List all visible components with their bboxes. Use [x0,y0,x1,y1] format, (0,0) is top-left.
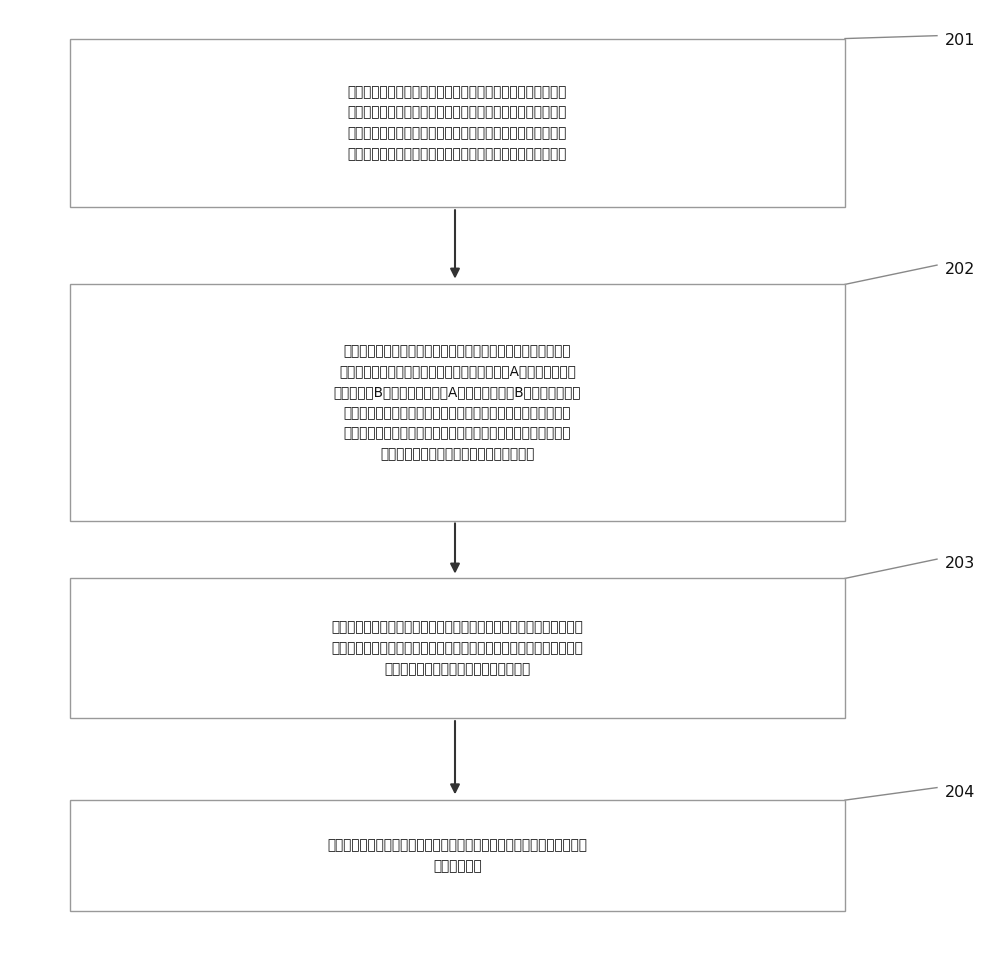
FancyBboxPatch shape [70,578,845,718]
Text: 将最大给煤率磨煤机一次风率与预定值偏差切换为一次风机出力控制器
入口偏差，通过所述入口偏差闭环控制一次风机出力，直至最大给煤率
磨煤机总一次风率满足最低一次风率: 将最大给煤率磨煤机一次风率与预定值偏差切换为一次风机出力控制器 入口偏差，通过所… [332,621,583,676]
FancyBboxPatch shape [70,800,845,911]
Text: 调整其它磨煤机热风门开度，直至其它磨煤机一次风率满足对应磨煤机的
一次风率要求: 调整其它磨煤机热风门开度，直至其它磨煤机一次风率满足对应磨煤机的 一次风率要求 [328,839,588,872]
Text: 接收对原煤研磨的最小风煤比、煤粉预热的最小风煤比和预定
的手动最小风煤比，并对原煤研磨的最小风煤比、煤粉预热的
最小风煤比和预定的手动最小风煤比进行高值选择，输: 接收对原煤研磨的最小风煤比、煤粉预热的最小风煤比和预定 的手动最小风煤比，并对原… [348,85,567,161]
FancyBboxPatch shape [70,39,845,207]
Text: 201: 201 [945,33,976,48]
Text: 203: 203 [945,556,975,572]
FancyBboxPatch shape [70,284,845,521]
Text: 204: 204 [945,785,975,800]
Text: 202: 202 [945,262,975,278]
Text: 通过选择后的最小风煤比和最大给煤率磨煤机对应的给煤率，计
算最大给煤率磨煤机研磨、预热需求的一次风率A，确定煤粉输送
的一次风率B，将所述一次风率A和所述一次风: 通过选择后的最小风煤比和最大给煤率磨煤机对应的给煤率，计 算最大给煤率磨煤机研磨… [334,344,581,461]
